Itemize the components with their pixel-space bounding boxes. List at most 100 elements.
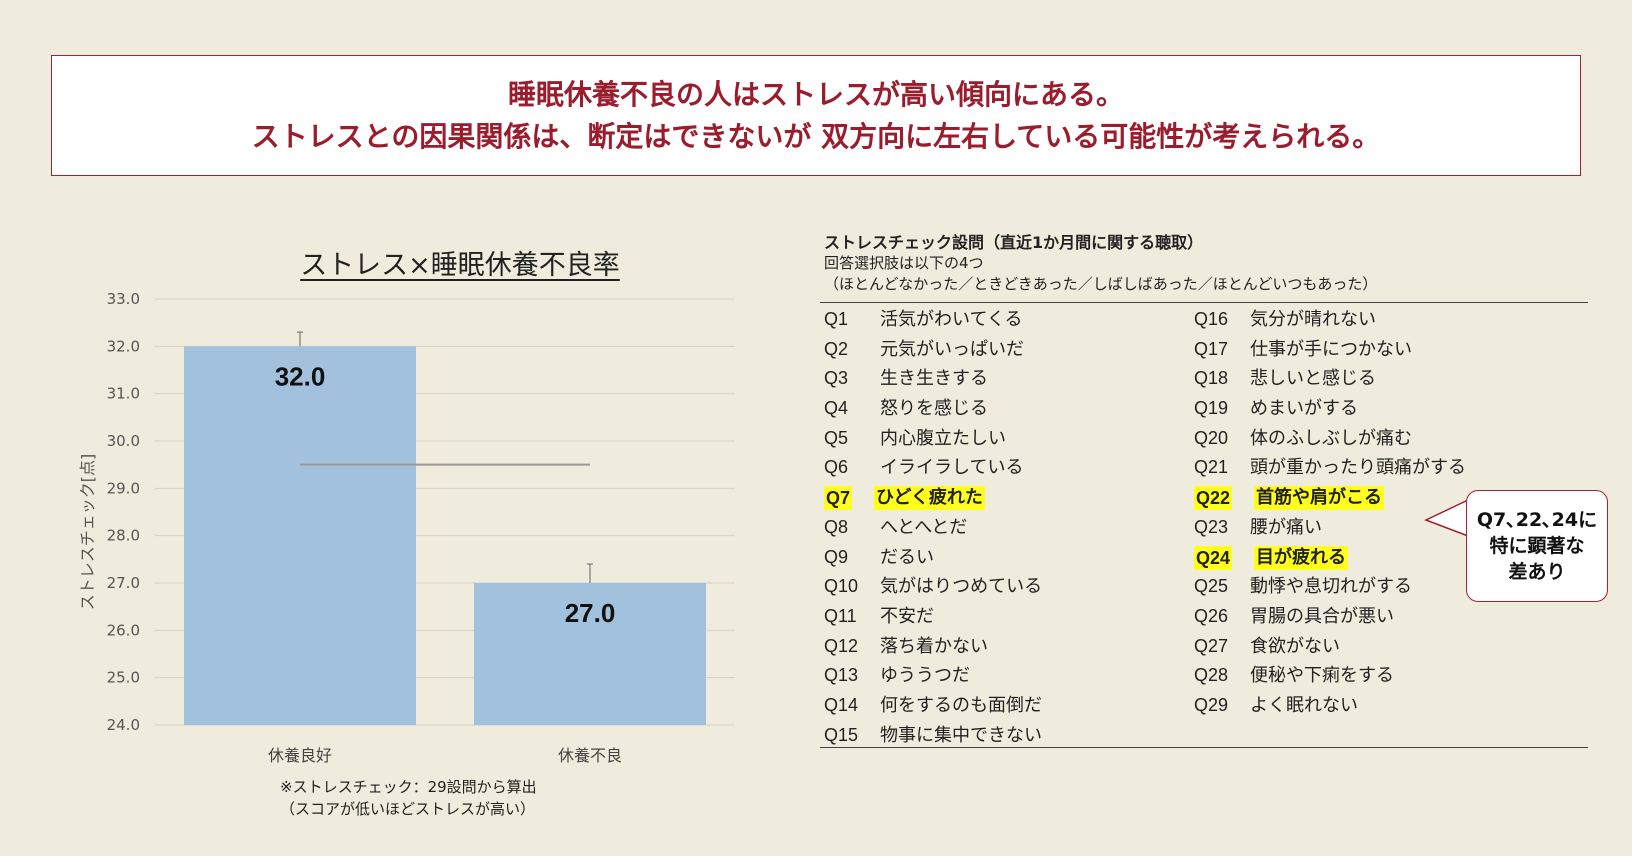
question-number: Q19 bbox=[1194, 398, 1229, 419]
question-number: Q7 bbox=[824, 486, 853, 511]
y-tick-label: 27.0 bbox=[107, 574, 140, 592]
question-text: イライラしている bbox=[880, 457, 1024, 479]
questions-top-rule bbox=[820, 302, 1588, 303]
y-tick-label: 28.0 bbox=[107, 527, 140, 545]
headline-line-1: 睡眠休養不良の人はストレスが高い傾向にある。 bbox=[507, 77, 1124, 111]
y-tick-label: 25.0 bbox=[107, 669, 140, 687]
question-row: Q21 頭が重かったり頭痛がする bbox=[1194, 453, 1466, 483]
footnote-line-1: ※ストレスチェック：29設問から算出 bbox=[280, 778, 537, 796]
callout-line-2: 特に顕著な bbox=[1489, 535, 1585, 557]
question-row: Q12 落ち着かない bbox=[824, 632, 1042, 662]
y-tick-label: 32.0 bbox=[107, 337, 140, 355]
question-number: Q25 bbox=[1194, 576, 1229, 597]
question-row: Q6 イライラしている bbox=[824, 453, 1042, 483]
question-text: 動悸や息切れがする bbox=[1250, 576, 1412, 598]
question-text: 気分が晴れない bbox=[1250, 309, 1376, 330]
question-text: 元気がいっぱいだ bbox=[880, 338, 1024, 360]
headline-line-2: ストレスとの因果関係は、断定はできないが 双方向に左右している可能性が考えられる… bbox=[251, 119, 1381, 153]
question-number: Q18 bbox=[1194, 368, 1229, 389]
question-row: Q23 腰が痛い bbox=[1194, 513, 1466, 543]
callout-line-3: 差あり bbox=[1508, 561, 1566, 583]
question-text: 落ち着かない bbox=[880, 635, 988, 657]
question-row: Q18 悲しいと感じる bbox=[1194, 364, 1466, 394]
question-row: Q20 体のふしぶしが痛む bbox=[1194, 424, 1466, 454]
question-row: Q13 ゆううつだ bbox=[824, 661, 1042, 691]
question-number: Q24 bbox=[1194, 545, 1233, 570]
question-number: Q20 bbox=[1194, 427, 1229, 448]
callout-line-1: Q7､22､24に bbox=[1476, 509, 1598, 531]
bar bbox=[184, 346, 416, 725]
question-text: 活気がわいてくる bbox=[880, 309, 1023, 330]
question-number: Q21 bbox=[1194, 457, 1229, 478]
questions-subtitle-2: （ほとんどなかった／ときどきあった／しばしばあった／ほとんどいつもあった） bbox=[824, 275, 1378, 293]
chart-title: ストレス×睡眠休養不良率 bbox=[300, 250, 620, 281]
question-number: Q17 bbox=[1194, 338, 1229, 359]
question-number: Q9 bbox=[824, 546, 849, 567]
question-number: Q3 bbox=[824, 368, 849, 389]
bar bbox=[474, 583, 706, 725]
question-number: Q16 bbox=[1194, 309, 1229, 329]
question-number: Q22 bbox=[1194, 486, 1233, 511]
y-tick-label: 26.0 bbox=[107, 621, 140, 639]
question-text: 物事に集中できない bbox=[880, 724, 1042, 746]
question-row: Q16 気分が晴れない bbox=[1194, 305, 1466, 335]
question-row: Q4 怒りを感じる bbox=[824, 394, 1042, 424]
question-text: めまいがする bbox=[1250, 398, 1358, 420]
chart-footnote: ※ストレスチェック：29設問から算出 （スコアが低いほどストレスが高い） bbox=[280, 776, 537, 820]
question-number: Q29 bbox=[1194, 694, 1229, 715]
question-number: Q4 bbox=[824, 398, 849, 419]
question-number: Q26 bbox=[1194, 605, 1229, 626]
question-text: 胃腸の具合が悪い bbox=[1250, 605, 1394, 627]
question-text: 目が疲れる bbox=[1254, 545, 1349, 570]
question-text: 頭が重かったり頭痛がする bbox=[1250, 457, 1466, 479]
question-number: Q6 bbox=[824, 457, 849, 478]
question-row: Q25 動悸や息切れがする bbox=[1194, 572, 1466, 602]
questions-bottom-rule bbox=[820, 747, 1588, 748]
question-row: Q27 食欲がない bbox=[1194, 632, 1466, 662]
y-axis-label: ストレスチェック[点] bbox=[78, 454, 97, 611]
question-text: 生き生きする bbox=[880, 368, 988, 390]
question-text: 首筋や肩がこる bbox=[1254, 486, 1385, 511]
question-number: Q23 bbox=[1194, 516, 1229, 537]
questions-title: ストレスチェック設問（直近1か月間に関する聴取） bbox=[824, 233, 1204, 252]
y-tick-label: 29.0 bbox=[107, 479, 140, 497]
x-tick-label: 休養不良 bbox=[558, 746, 622, 765]
question-text: 便秘や下痢をする bbox=[1250, 665, 1394, 687]
y-tick-label: 24.0 bbox=[107, 716, 140, 734]
questions-right-column: Q16 気分が晴れない Q17 仕事が手につかない Q18 悲しいと感じる Q19 めまいがす… bbox=[1194, 305, 1466, 721]
question-row: Q9 だるい bbox=[824, 543, 1042, 573]
question-text: 気がはりつめている bbox=[880, 576, 1043, 598]
question-text: だるい bbox=[880, 546, 934, 568]
bar-chart: 24.0 25.0 26.0 27.0 28.0 29.0 30.0 31.0 32.0 33.0… bbox=[78, 290, 735, 765]
question-number: Q27 bbox=[1194, 635, 1229, 656]
question-text: 体のふしぶしが痛む bbox=[1250, 427, 1412, 449]
question-number: Q8 bbox=[824, 516, 849, 537]
question-number: Q13 bbox=[824, 665, 859, 686]
headline-box: 睡眠休養不良の人はストレスが高い傾向にある。 ストレスとの因果関係は、断定はでき… bbox=[51, 55, 1581, 176]
questions-subtitle-1: 回答選択肢は以下の4つ bbox=[824, 254, 984, 272]
question-row: Q28 便秘や下痢をする bbox=[1194, 661, 1466, 691]
y-tick-label: 31.0 bbox=[107, 385, 140, 403]
question-text: ゆううつだ bbox=[880, 665, 970, 687]
question-number: Q15 bbox=[824, 724, 859, 745]
question-row: Q7 ひどく疲れた bbox=[824, 483, 1042, 513]
question-row: Q15 物事に集中できない bbox=[824, 721, 1042, 751]
question-number: Q12 bbox=[824, 635, 859, 656]
question-text: 不安だ bbox=[880, 605, 934, 627]
question-row: Q26 胃腸の具合が悪い bbox=[1194, 602, 1466, 632]
question-text: へとへとだ bbox=[880, 516, 968, 538]
question-row: Q29 よく眠れない bbox=[1194, 691, 1466, 721]
data-label: 32.0 bbox=[275, 361, 326, 391]
question-row: Q8 へとへとだ bbox=[824, 513, 1042, 543]
question-row: Q19 めまいがする bbox=[1194, 394, 1466, 424]
question-text: 食欲がない bbox=[1250, 635, 1340, 657]
y-tick-label: 30.0 bbox=[107, 432, 140, 450]
question-text: 悲しいと感じる bbox=[1250, 368, 1376, 390]
question-number: Q11 bbox=[824, 605, 857, 626]
question-text: 内心腹立たしい bbox=[880, 427, 1006, 449]
callout-box: Q7､22､24に 特に顕著な 差あり bbox=[1466, 490, 1608, 602]
question-text: 何をするのも面倒だ bbox=[880, 694, 1042, 716]
y-tick-label: 33.0 bbox=[107, 290, 140, 308]
footnote-line-2: （スコアが低いほどストレスが高い） bbox=[280, 800, 536, 818]
question-number: Q5 bbox=[824, 427, 849, 448]
